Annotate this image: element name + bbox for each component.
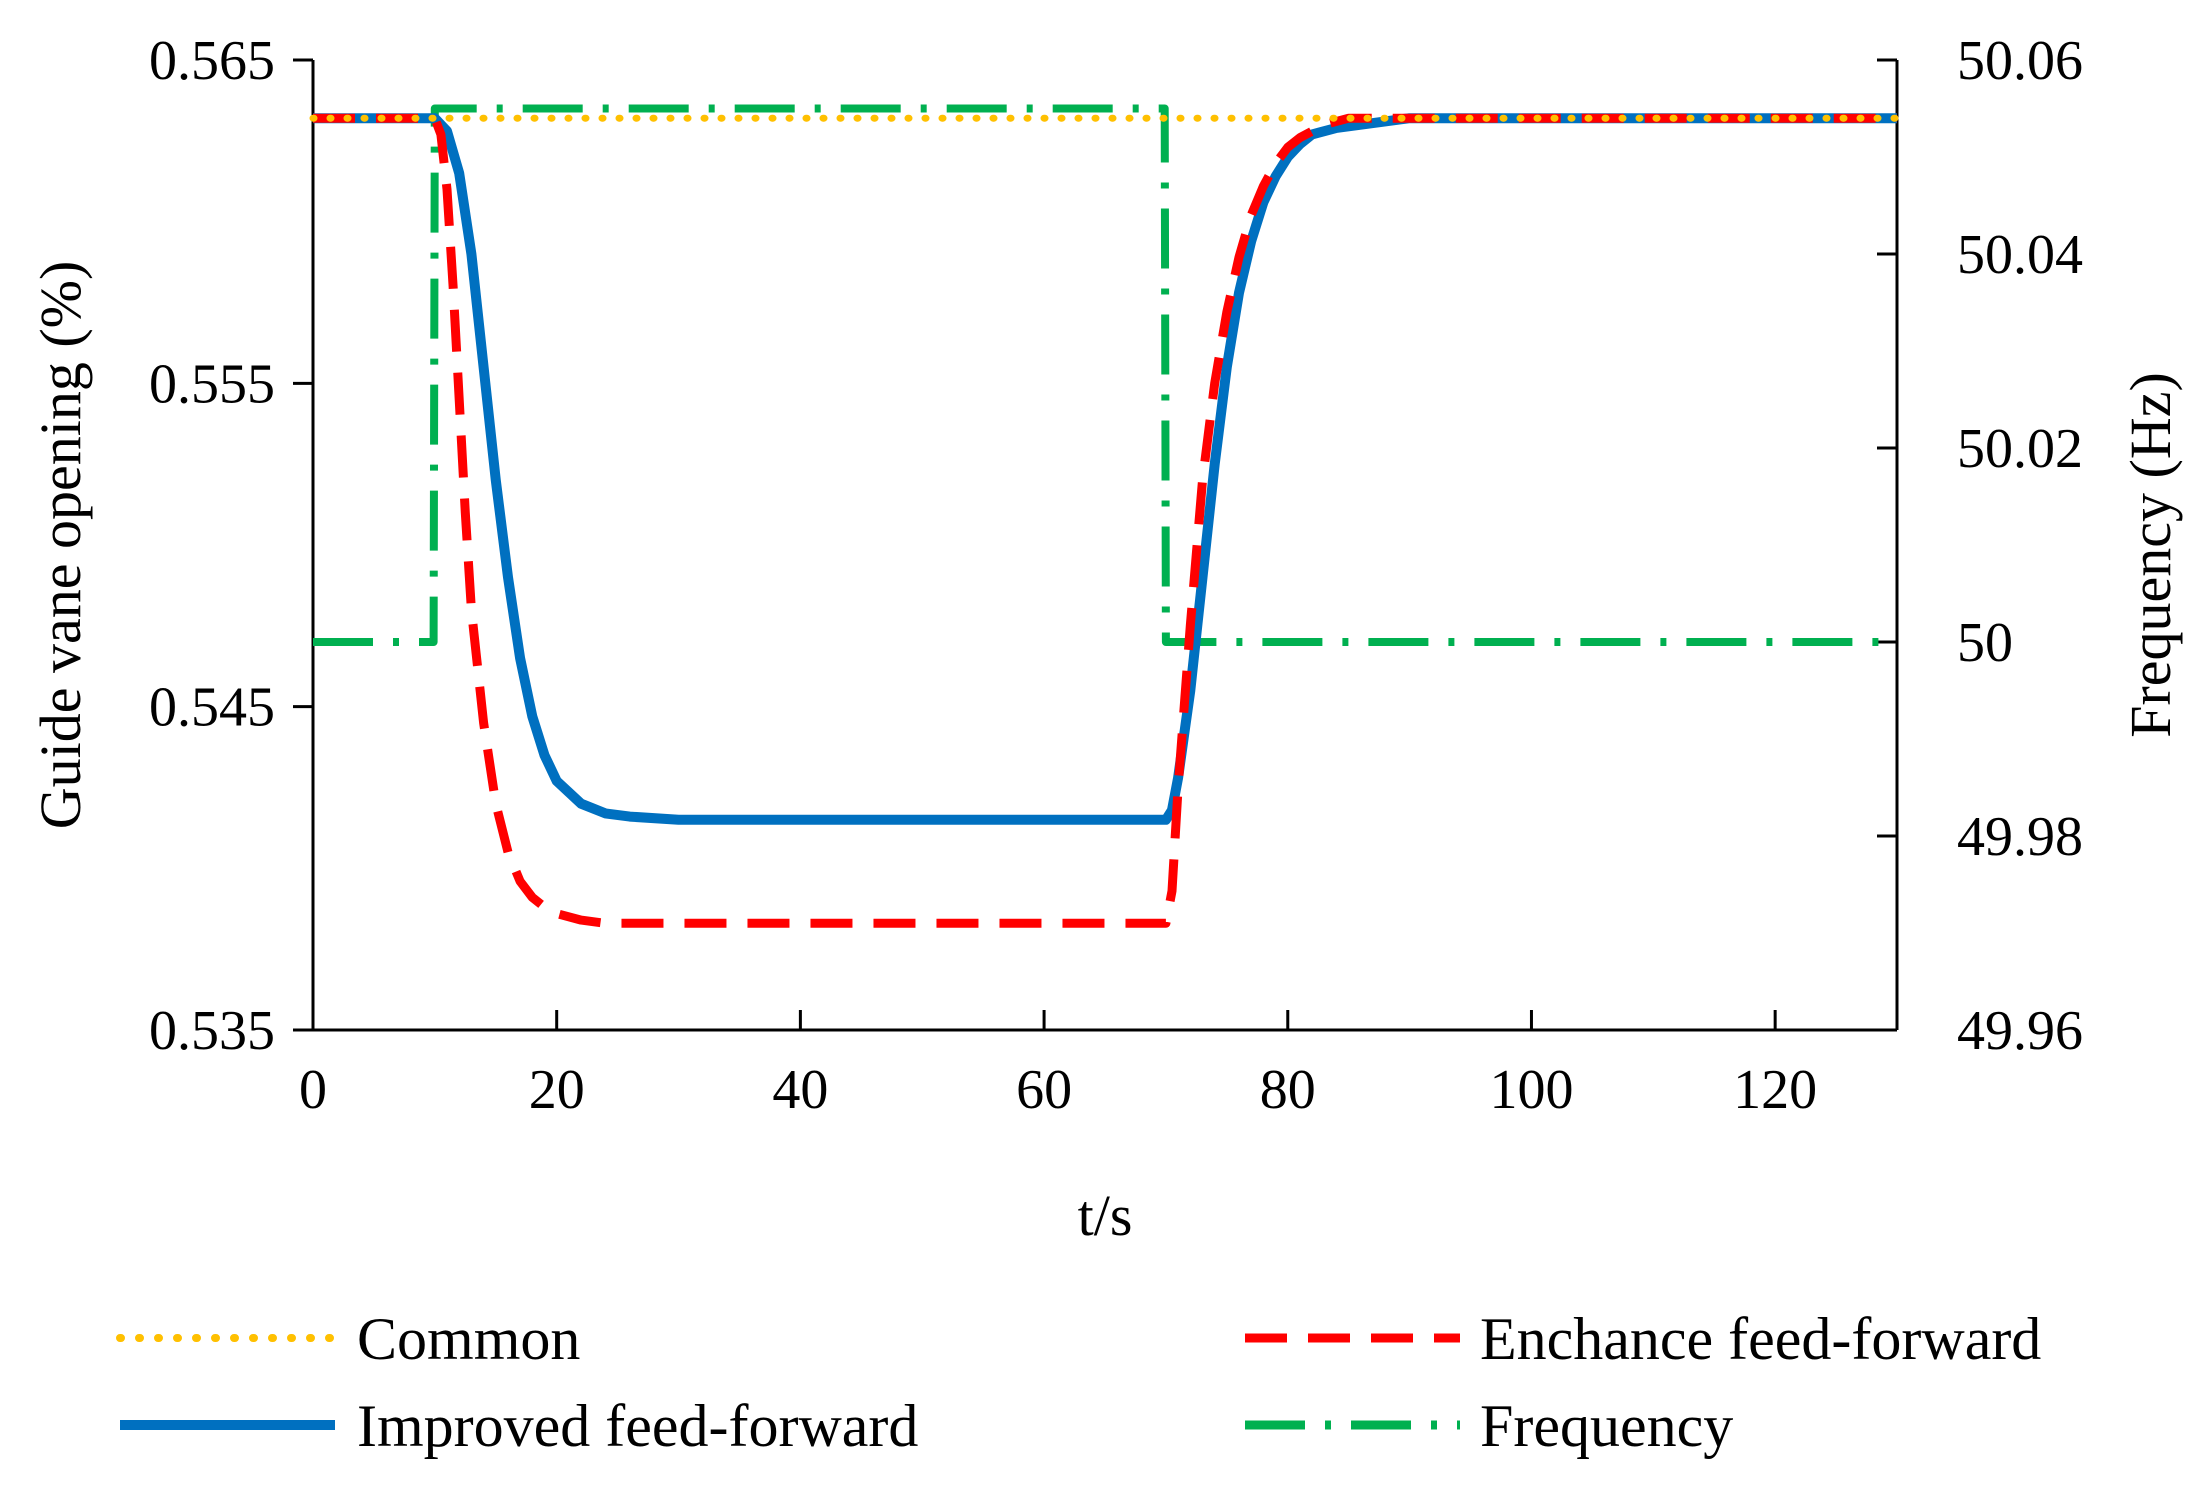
x-tick-label: 80 xyxy=(1260,1059,1316,1121)
x-tick-label: 60 xyxy=(1016,1059,1072,1121)
x-tick-label: 20 xyxy=(529,1059,585,1121)
series-line-frequency xyxy=(313,104,1897,646)
legend-label-common: Common xyxy=(357,1306,580,1372)
y-tick-label: 0.555 xyxy=(149,353,275,415)
y2-tick-label: 50 xyxy=(1957,612,2013,674)
legend-label-frequency: Frequency xyxy=(1480,1393,1733,1459)
x-tick-label: 100 xyxy=(1489,1059,1573,1121)
y2-tick-label: 50.02 xyxy=(1957,418,2083,480)
y-tick-label: 0.535 xyxy=(149,1000,275,1062)
y2-ticks: 49.96 49.98 50 50.02 50.04 50.06 xyxy=(1877,30,2083,1062)
y2-tick-label: 50.06 xyxy=(1957,30,2083,92)
y2-tick-label: 49.96 xyxy=(1957,1000,2083,1062)
legend-label-improved-feed-forward: Improved feed-forward xyxy=(357,1393,918,1459)
series-layer xyxy=(309,104,1901,928)
x-axis-title: t/s xyxy=(1078,1183,1133,1248)
x-tick-label: 0 xyxy=(299,1059,327,1121)
y-tick-label: 0.545 xyxy=(149,677,275,739)
y-axis-title: Guide vane opening (%) xyxy=(28,261,93,830)
y2-tick-label: 49.98 xyxy=(1957,806,2083,868)
series-line-enchance-feed-forward xyxy=(313,113,1897,928)
x-tick-label: 40 xyxy=(772,1059,828,1121)
x-ticks: 0 20 40 60 80 100 120 xyxy=(299,1010,1817,1121)
y-tick-label: 0.565 xyxy=(149,30,275,92)
legend: Common Enchance feed-forward Improved fe… xyxy=(116,1306,2041,1459)
y-ticks: 0.535 0.545 0.555 0.565 xyxy=(149,30,313,1062)
legend-label-enchance-feed-forward: Enchance feed-forward xyxy=(1480,1306,2041,1372)
plot-area: 0 20 40 60 80 100 120 0.535 0.545 0.555 0.565 49.… xyxy=(149,30,2083,1121)
y2-tick-label: 50.04 xyxy=(1957,224,2083,286)
x-tick-label: 120 xyxy=(1733,1059,1817,1121)
y2-axis-title: Frequency (Hz) xyxy=(2118,372,2183,738)
series-line-improved-feed-forward xyxy=(313,113,1897,825)
